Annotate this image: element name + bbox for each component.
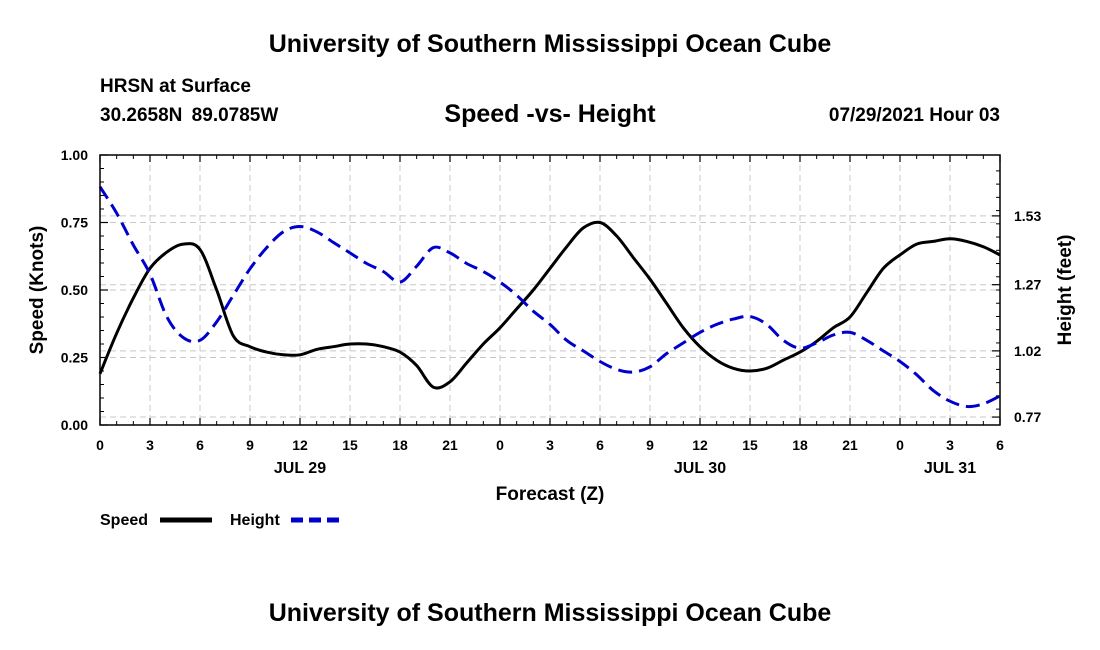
x-tick-label: 18 [392,437,408,453]
x-tick-label: 3 [546,437,554,453]
station-name: HRSN at Surface [100,76,251,97]
x-tick-label: 3 [946,437,954,453]
x-tick-label: 18 [792,437,808,453]
date-label: JUL 30 [674,460,726,477]
legend-label-speed: Speed [100,512,148,529]
footer-title: University of Southern Mississippi Ocean… [268,599,832,627]
x-tick-label: 3 [146,437,154,453]
y-tick-label-left: 0.75 [61,215,88,231]
series-line-speed [98,220,1001,390]
series-lines [98,185,1001,409]
y-axis-left-title: Speed (Knots) [27,226,48,355]
date-label: JUL 29 [274,460,326,477]
chart-title: Speed -vs- Height [444,100,656,128]
grid [100,155,1000,425]
y-axis-right-title: Height (feet) [1055,235,1076,346]
axes: 0 3 6 9 12 15 18 21 0 3 6 9 12 15 18 21 0 3 6 JUL 29 JUL 30 J… [61,147,1042,477]
date-label: JUL 31 [924,460,976,477]
x-tick-label: 9 [246,437,254,453]
y-tick-label-right: 1.02 [1014,343,1041,359]
x-tick-label: 6 [996,437,1004,453]
legend: Speed Height [100,512,343,529]
station-coordinates: 30.2658N 89.0785W [100,105,279,126]
y-tick-label-right: 1.27 [1014,277,1041,293]
x-tick-label: 15 [342,437,358,453]
forecast-date: 07/29/2021 Hour 03 [828,105,1000,126]
y-tick-label-left: 0.50 [61,282,88,298]
x-tick-label: 0 [896,437,904,453]
x-tick-label: 6 [596,437,604,453]
x-tick-label: 12 [292,437,308,453]
x-tick-label: 12 [692,437,708,453]
x-tick-label: 0 [496,437,504,453]
x-tick-label: 9 [646,437,654,453]
x-tick-label: 21 [842,437,858,453]
y-tick-label-left: 0.00 [61,417,88,433]
x-tick-label: 6 [196,437,204,453]
legend-label-height: Height [230,512,280,529]
y-tick-label-left: 1.00 [61,147,88,163]
x-axis-title: Forecast (Z) [496,484,605,505]
page-title: University of Southern Mississippi Ocean… [268,30,832,58]
x-tick-label: 15 [742,437,758,453]
y-tick-label-right: 0.77 [1014,409,1041,425]
y-tick-label-right: 1.53 [1014,208,1041,224]
y-tick-label-left: 0.25 [61,350,88,366]
x-tick-label: 0 [96,437,104,453]
x-tick-label: 21 [442,437,458,453]
series-line-height [98,185,1001,409]
